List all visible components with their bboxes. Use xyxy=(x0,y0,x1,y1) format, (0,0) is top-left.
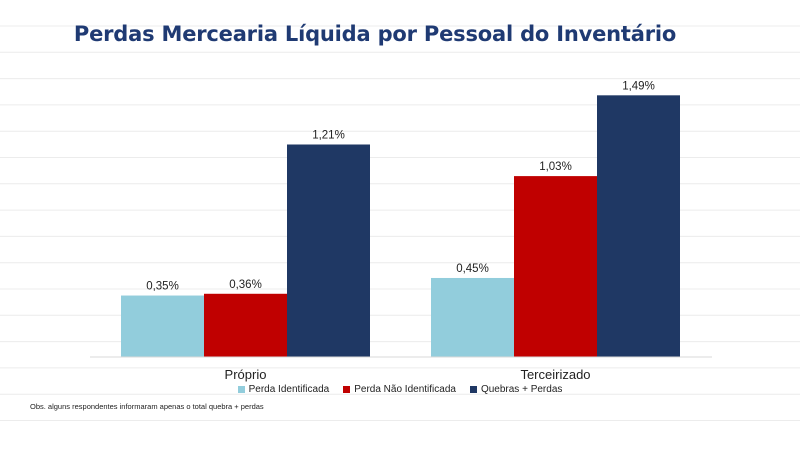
legend-item: Perda Identificada xyxy=(237,384,330,395)
legend-swatch xyxy=(237,386,245,393)
data-label: 1,21% xyxy=(312,129,345,141)
legend-item: Quebras + Perdas xyxy=(469,384,563,395)
bar xyxy=(431,277,514,357)
legend-item: Perda Não Identificada xyxy=(343,384,456,395)
data-label: 0,45% xyxy=(456,263,489,275)
bar xyxy=(287,144,370,357)
data-label: 0,35% xyxy=(146,281,179,293)
chart-title: Perdas Mercearia Líquida por Pessoal do … xyxy=(73,22,677,46)
legend-label: Quebras + Perdas xyxy=(480,384,563,395)
bar xyxy=(597,95,680,357)
category-label: Próprio xyxy=(225,367,267,382)
legend-label: Perda Identificada xyxy=(248,384,330,395)
footnote: Obs. alguns respondentes informaram apen… xyxy=(30,402,264,411)
legend-label: Perda Não Identificada xyxy=(354,384,456,395)
bar xyxy=(121,295,204,357)
legend-swatch xyxy=(469,386,477,393)
data-label: 1,49% xyxy=(622,80,655,92)
bar xyxy=(514,176,597,357)
data-label: 0,36% xyxy=(229,279,262,291)
category-label: Terceirizado xyxy=(520,367,590,382)
bar xyxy=(204,293,287,357)
data-label: 1,03% xyxy=(539,161,572,173)
legend: Perda Identificada Perda Não Identificada… xyxy=(0,384,800,395)
legend-swatch xyxy=(343,386,351,393)
